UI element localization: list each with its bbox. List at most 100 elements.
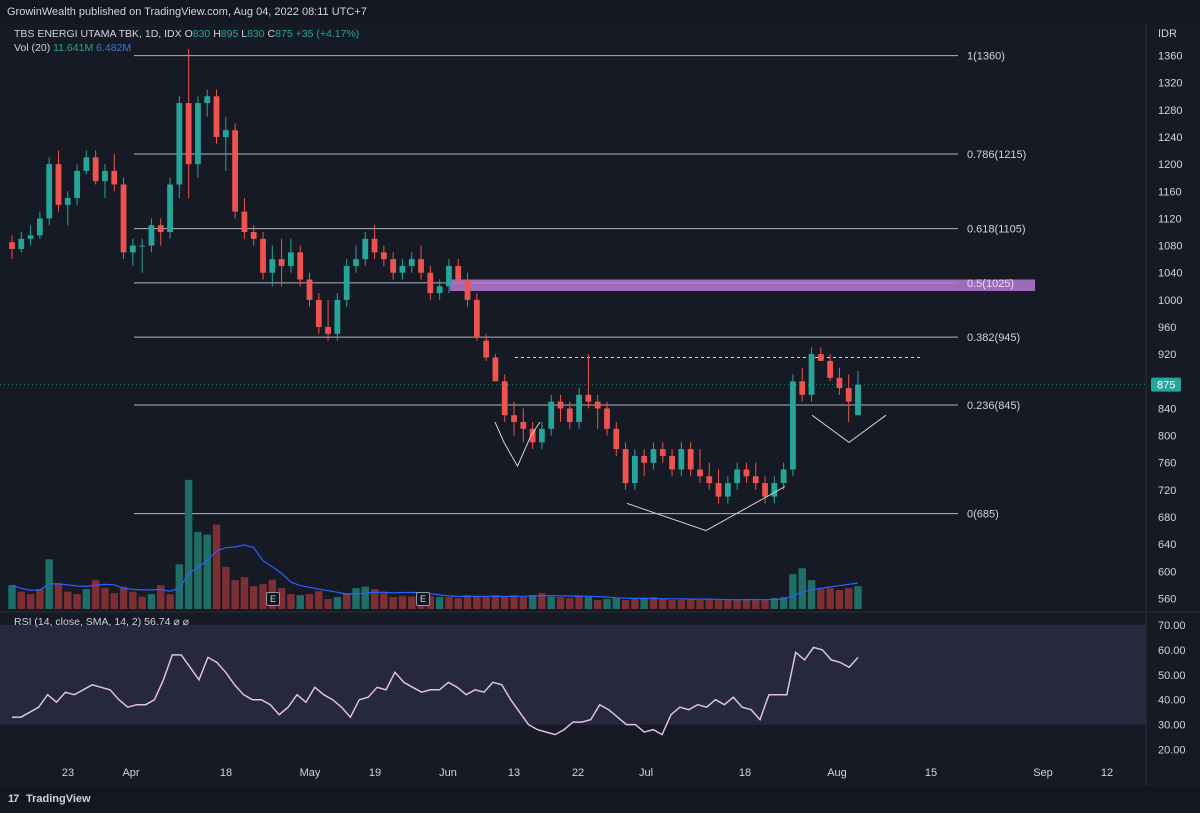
volume-bar [724, 599, 732, 609]
candle-body [9, 242, 15, 249]
candle-body [315, 299, 322, 327]
volume-bar [705, 599, 713, 609]
volume-bar [129, 591, 137, 609]
volume-ma-value: 6.482M [96, 42, 132, 54]
time-tick-label: Jun [439, 767, 457, 779]
volume-bar [157, 585, 165, 609]
pattern-trendline [811, 414, 887, 444]
volume-label: Vol (20) [14, 42, 51, 54]
volume-bar [612, 598, 621, 609]
volume-bar [854, 586, 862, 609]
tradingview-logo[interactable]: 17 TradingView [8, 793, 91, 805]
time-tick-label: 13 [508, 767, 520, 779]
candle-body [129, 245, 136, 253]
volume-bar [445, 597, 453, 609]
volume-legend[interactable]: Vol (20) 11.641M 6.482M [14, 42, 131, 54]
candle-body [734, 469, 741, 484]
volume-bar [194, 532, 202, 609]
volume-ma-line [11, 544, 859, 601]
volume-bar [584, 597, 593, 609]
volume-bar [119, 586, 128, 609]
rsi-band [0, 624, 1146, 725]
candle-body [46, 164, 53, 219]
rsi-legend[interactable]: RSI (14, close, SMA, 14, 2) 56.74 ⌀ ⌀ [14, 616, 189, 628]
open-label: O [184, 28, 193, 40]
candle-body [659, 449, 666, 456]
candle-body [362, 238, 369, 260]
candle-body [715, 483, 722, 497]
candle-body [446, 265, 452, 287]
high-label: H [213, 28, 221, 40]
candle-body [213, 96, 220, 137]
volume-bar [482, 596, 490, 609]
volume-bar [342, 593, 351, 609]
time-tick-label: Jul [639, 767, 653, 779]
volume-bar [296, 595, 304, 609]
footer-bar [0, 786, 1200, 813]
candle-body [83, 157, 90, 171]
high-value: 895 [220, 28, 239, 40]
rsi-label: RSI (14, close, SMA, 14, 2) [14, 616, 142, 628]
candle-body [37, 218, 43, 236]
volume-bar [714, 600, 723, 609]
volume-bar [352, 588, 360, 609]
volume-bar [463, 595, 472, 609]
candle-body [260, 238, 266, 273]
candle-body [724, 483, 731, 497]
price-tick-label: 1000 [1158, 295, 1182, 307]
candle-body [501, 381, 508, 416]
time-tick-label: 19 [369, 767, 381, 779]
price-tick-label: 760 [1158, 458, 1176, 470]
volume-bar [305, 594, 314, 609]
volume-bar [287, 594, 295, 609]
low-label: L [241, 28, 248, 40]
volume-bar [547, 596, 555, 609]
volume-bar [817, 589, 825, 609]
candle-body [195, 103, 201, 165]
price-tick-label: 1040 [1158, 268, 1182, 280]
candle-body [157, 225, 164, 232]
candle-body [334, 299, 341, 334]
volume-bar [603, 599, 611, 609]
price-tick-label: 1360 [1158, 51, 1182, 63]
price-axis-background [1146, 24, 1200, 786]
volume-bar [36, 589, 44, 609]
volume-bar [324, 599, 332, 609]
candle-body [817, 354, 824, 361]
rsi-tick-label: 60.00 [1158, 645, 1186, 657]
price-tick-label: 1160 [1158, 186, 1182, 198]
price-tick-label: 560 [1158, 593, 1176, 605]
publish-line: GrowinWealth published on TradingView.co… [7, 6, 367, 18]
fib-level-label: 0.382(945) [967, 332, 1020, 344]
volume-bar [519, 597, 528, 609]
volume-bar [408, 596, 416, 609]
candle-body [176, 103, 183, 185]
rsi-settings-icon[interactable]: ⌀ ⌀ [173, 616, 189, 628]
earnings-marker[interactable]: E [416, 592, 430, 606]
volume-bar [510, 595, 518, 609]
candle-body [418, 259, 424, 273]
tradingview-logo-text: TradingView [26, 793, 91, 805]
volume-bar [538, 593, 546, 609]
candle-body [297, 252, 304, 280]
candle-body [185, 103, 192, 165]
chart-area[interactable]: 1360 1320 1280 1240 1200 1160 1120 1080 1040 1000… [0, 24, 1200, 786]
candle-body [799, 381, 806, 395]
volume-bar [370, 589, 379, 609]
candle-body [232, 130, 239, 212]
fib-level-label: 1(1360) [967, 51, 1005, 63]
symbol-legend[interactable]: TBS ENERGI UTAMA TBK, 1D, IDX O830 H895 … [14, 28, 359, 40]
pattern-trendline [626, 486, 786, 532]
low-value: 830 [247, 28, 265, 40]
volume-bar [826, 588, 834, 609]
volume-bar [231, 580, 239, 609]
volume-bar [315, 591, 323, 609]
volume-bar [835, 590, 844, 609]
candle-body [622, 449, 629, 484]
time-tick-label: 12 [1101, 767, 1113, 779]
earnings-marker[interactable]: E [266, 592, 280, 606]
candle-body [687, 449, 694, 470]
candle-body [390, 259, 397, 273]
volume-bar [249, 586, 258, 609]
candle-body [743, 469, 750, 477]
